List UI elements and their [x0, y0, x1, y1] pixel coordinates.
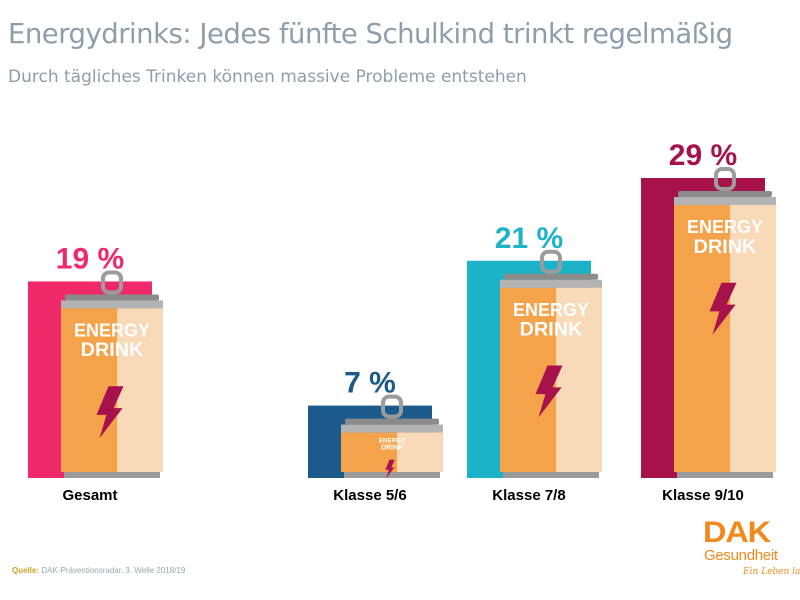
pull-tab — [101, 270, 123, 295]
can-label-drink: DRINK — [694, 236, 757, 258]
can-label-drink: DRINK — [381, 444, 403, 451]
can-shoulder — [674, 197, 776, 205]
lightning-icon — [96, 386, 124, 439]
can-highlight — [556, 287, 602, 472]
pull-tab — [540, 249, 562, 274]
can-bottom — [64, 472, 160, 478]
logo-brand: DAK — [703, 516, 771, 549]
can-shoulder — [61, 300, 163, 309]
can-bottom — [503, 472, 599, 478]
dak-logo: DAK Gesundheit Ein Leben lang — [703, 516, 800, 582]
can-highlight — [730, 205, 776, 472]
can-bottom — [677, 472, 773, 478]
can-lid — [504, 273, 598, 280]
category-label: Gesamt — [62, 487, 117, 504]
value-label: 21 % — [495, 222, 563, 255]
can-label-energy: ENERGY — [379, 437, 406, 444]
value-label: 19 % — [56, 242, 124, 275]
can-label-energy: ENERGY — [513, 300, 589, 320]
pull-tab — [381, 394, 403, 419]
source-label: Quelle: — [12, 566, 40, 575]
value-label: 7 % — [344, 367, 396, 400]
can-shoulder — [500, 279, 602, 288]
logo-tagline: Ein Leben lang — [743, 567, 800, 577]
can-bottom — [344, 472, 440, 478]
can-highlight — [397, 432, 443, 472]
can-lid — [345, 418, 439, 425]
lightning-icon — [709, 282, 737, 335]
can-label-energy: ENERGY — [687, 217, 763, 237]
lightning-icon — [385, 459, 395, 478]
can-lid — [65, 294, 159, 301]
pull-tab — [714, 167, 736, 191]
value-label: 29 % — [669, 139, 737, 172]
logo-subtitle: Gesundheit — [704, 547, 778, 564]
can-shoulder — [341, 424, 443, 433]
can-label-drink: DRINK — [520, 319, 583, 341]
chart-title: Energydrinks: Jedes fünfte Schulkind tri… — [8, 18, 733, 50]
source-note: Quelle: DAK-Präventionsradar, 3. Welle 2… — [12, 566, 185, 575]
source-text: DAK-Präventionsradar, 3. Welle 2018/19 — [41, 566, 186, 575]
can-label-energy: ENERGY — [74, 320, 150, 340]
lightning-icon — [535, 365, 563, 418]
category-label: Klasse 5/6 — [333, 487, 406, 504]
can-label-drink: DRINK — [81, 339, 144, 361]
category-label: Klasse 9/10 — [662, 487, 744, 504]
category-label: Klasse 7/8 — [492, 487, 565, 504]
chart-subtitle: Durch tägliches Trinken können massive P… — [8, 67, 527, 87]
can-lid — [678, 191, 772, 197]
can-highlight — [117, 308, 163, 472]
